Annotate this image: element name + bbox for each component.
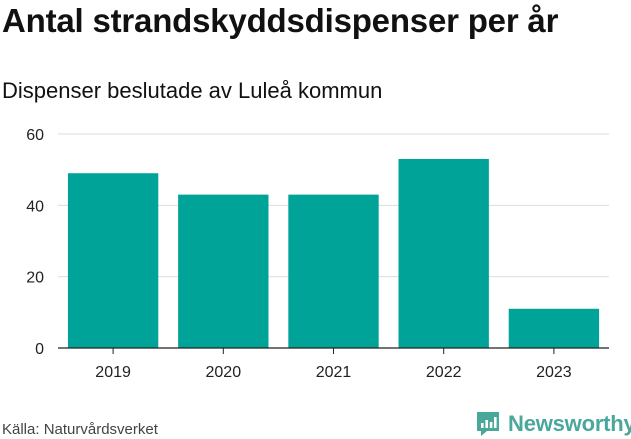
chart-title: Antal strandskyddsdispenser per år <box>2 2 559 39</box>
x-tick-label-2023: 2023 <box>536 364 572 381</box>
y-tick-label-60: 60 <box>26 127 44 144</box>
bar-2019 <box>67 173 159 348</box>
x-tick-label-2021: 2021 <box>316 364 352 381</box>
tick-labels: 0 20 40 60 2019 2020 2021 2022 2023 <box>26 127 572 381</box>
bars <box>67 158 600 348</box>
y-tick-label-0: 0 <box>35 341 44 358</box>
bar-2020 <box>178 194 269 348</box>
newsworthy-logo-icon <box>477 412 499 436</box>
chart-subtitle: Dispenser beslutade av Luleå kommun <box>2 78 383 103</box>
source-note: Källa: Naturvårdsverket <box>2 421 158 438</box>
bar-2021 <box>288 194 379 348</box>
x-tick-label-2019: 2019 <box>95 364 131 381</box>
y-tick-label-20: 20 <box>26 270 44 287</box>
newsworthy-brand[interactable]: Newsworthy <box>476 409 631 439</box>
x-tick-label-2020: 2020 <box>206 364 242 381</box>
brand-name: Newsworthy <box>508 411 631 436</box>
x-axis <box>58 347 609 354</box>
y-tick-label-40: 40 <box>26 198 44 215</box>
bar-2022 <box>398 158 489 348</box>
bar-2023 <box>508 308 600 348</box>
x-tick-label-2022: 2022 <box>426 364 462 381</box>
